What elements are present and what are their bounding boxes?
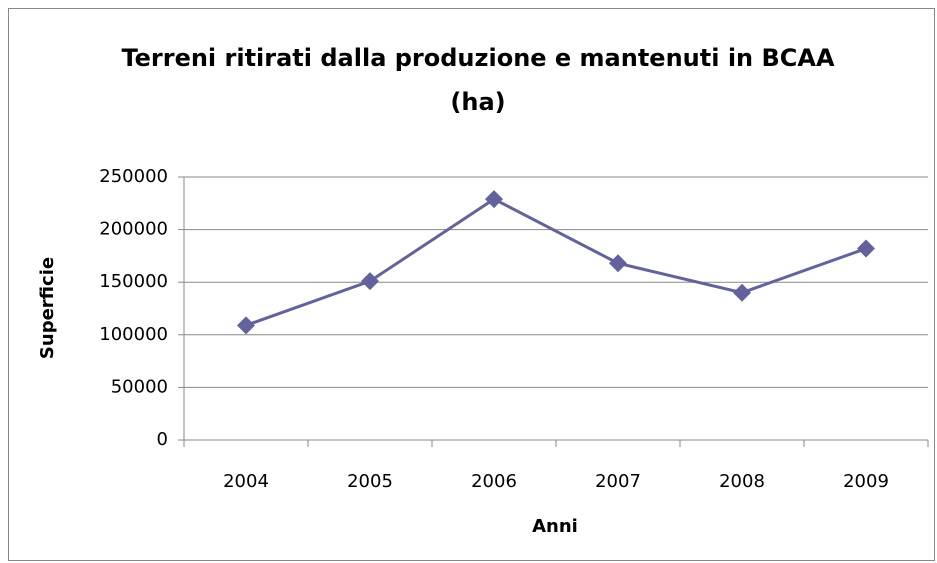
data-point — [857, 239, 875, 258]
x-tick-label: 2007 — [595, 471, 641, 492]
data-point — [485, 190, 503, 209]
series-line — [245, 197, 867, 327]
data-point — [733, 283, 751, 302]
data-point — [609, 254, 627, 273]
y-tick-label: 50000 — [111, 376, 168, 397]
x-tick-label: 2005 — [347, 471, 393, 492]
y-tick-label: 100000 — [99, 324, 168, 345]
y-tick-label: 250000 — [99, 166, 168, 187]
y-tick-label: 150000 — [99, 271, 168, 292]
y-axis-label: Superficie — [37, 257, 58, 359]
x-tick-label: 2006 — [471, 471, 517, 492]
x-tick-label: 2009 — [843, 471, 889, 492]
y-tick-label: 200000 — [99, 219, 168, 240]
x-tick-label: 2008 — [719, 471, 765, 492]
chart-frame — [8, 8, 935, 561]
data-point — [237, 316, 255, 335]
y-tick-label: 0 — [157, 429, 168, 450]
chart-title: Terreni ritirati dalla produzione e mant… — [121, 44, 835, 116]
x-axis-label: Anni — [532, 516, 578, 537]
data-point — [361, 272, 379, 291]
x-tick-label: 2004 — [223, 471, 269, 492]
